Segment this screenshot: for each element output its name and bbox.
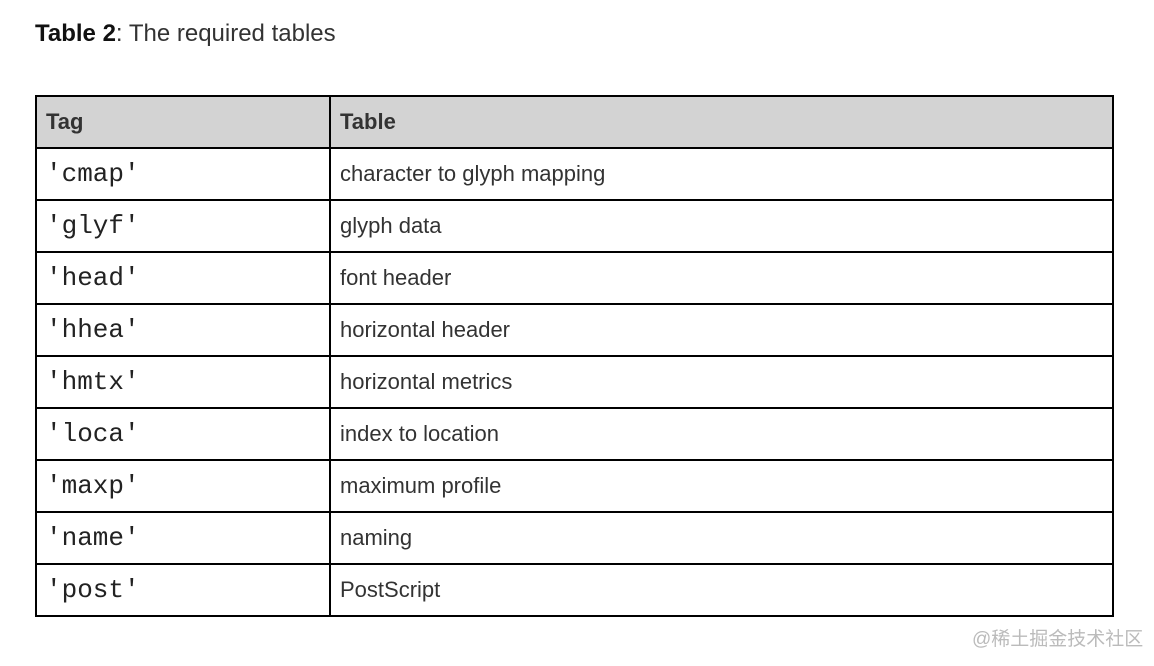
tag-cell: 'hhea' xyxy=(35,303,331,357)
table-name-cell: character to glyph mapping xyxy=(329,147,1114,201)
table-row: 'hmtx' horizontal metrics xyxy=(35,355,1114,409)
table-row: 'head' font header xyxy=(35,251,1114,305)
required-tables-table: Tag Table 'cmap' character to glyph mappi… xyxy=(35,95,1114,617)
table-name-cell: maximum profile xyxy=(329,459,1114,513)
table-name-cell: horizontal header xyxy=(329,303,1114,357)
table-name-cell: PostScript xyxy=(329,563,1114,617)
watermark: @稀土掘金技术社区 xyxy=(972,629,1144,650)
table-header-row: Tag Table xyxy=(35,95,1114,149)
table-name-cell: naming xyxy=(329,511,1114,565)
tag-cell: 'hmtx' xyxy=(35,355,331,409)
table-name-cell: glyph data xyxy=(329,199,1114,253)
table-row: 'hhea' horizontal header xyxy=(35,303,1114,357)
tag-cell: 'post' xyxy=(35,563,331,617)
caption-separator: : xyxy=(115,20,123,47)
table-row: 'maxp' maximum profile xyxy=(35,459,1114,513)
table-row: 'post' PostScript xyxy=(35,563,1114,617)
table-caption: Table 2: The required tables xyxy=(35,20,336,48)
tag-cell: 'maxp' xyxy=(35,459,331,513)
tag-cell: 'head' xyxy=(35,251,331,305)
tag-cell: 'glyf' xyxy=(35,199,331,253)
header-table: Table xyxy=(329,95,1114,149)
table-name-cell: horizontal metrics xyxy=(329,355,1114,409)
caption-text: The required tables xyxy=(122,20,336,47)
table-row: 'name' naming xyxy=(35,511,1114,565)
table-row: 'glyf' glyph data xyxy=(35,199,1114,253)
caption-label: Table 2 xyxy=(35,20,116,47)
tag-cell: 'loca' xyxy=(35,407,331,461)
header-tag: Tag xyxy=(35,95,331,149)
tag-cell: 'name' xyxy=(35,511,331,565)
table-name-cell: index to location xyxy=(329,407,1114,461)
table-name-cell: font header xyxy=(329,251,1114,305)
tag-cell: 'cmap' xyxy=(35,147,331,201)
table-row: 'loca' index to location xyxy=(35,407,1114,461)
table-row: 'cmap' character to glyph mapping xyxy=(35,147,1114,201)
